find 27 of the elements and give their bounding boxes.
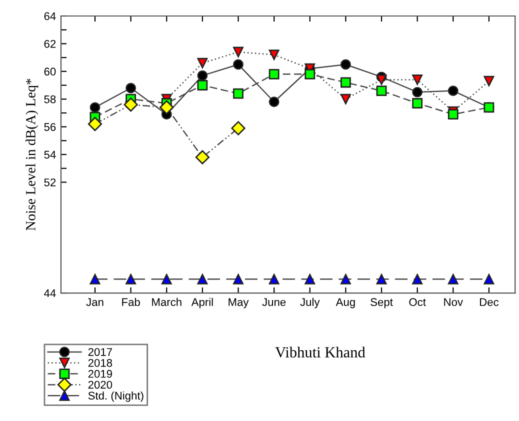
legend-label: 2020	[88, 380, 112, 389]
x-tick-label: Jan	[86, 298, 104, 306]
y-axis-title: Noise Level in dB(A) Leq*	[26, 78, 38, 230]
x-tick-label: July	[300, 298, 320, 308]
legend-label: Std. (Night)	[88, 391, 144, 402]
x-tick-label: Nov	[444, 298, 463, 306]
y-tick-label: 56	[44, 123, 56, 131]
y-tick-label: 58	[44, 95, 56, 104]
x-tick-label: May	[228, 298, 249, 308]
x-tick-label: Sept	[370, 298, 393, 308]
x-tick-label: June	[262, 298, 286, 306]
y-tick-label: 62	[44, 40, 56, 48]
x-tick-label: Fab	[122, 298, 140, 306]
y-tick-label: 44	[44, 289, 56, 298]
y-tick-label: 54	[44, 150, 56, 159]
x-tick-label: April	[191, 298, 213, 308]
x-tick-label: March	[152, 298, 182, 306]
x-tick-label: Dec	[480, 298, 499, 306]
text: Vibhuti Khand	[275, 346, 366, 358]
y-tick-label: 60	[44, 68, 56, 76]
legend-label: 2018	[88, 359, 112, 367]
legend-label: 2017	[88, 348, 112, 356]
x-tick-label: Oct	[409, 298, 426, 306]
x-tick-label: Aug	[336, 298, 355, 308]
y-tick-label: 64	[44, 12, 56, 20]
y-tick-label: 52	[44, 178, 56, 186]
legend-label: 2019	[88, 370, 112, 378]
